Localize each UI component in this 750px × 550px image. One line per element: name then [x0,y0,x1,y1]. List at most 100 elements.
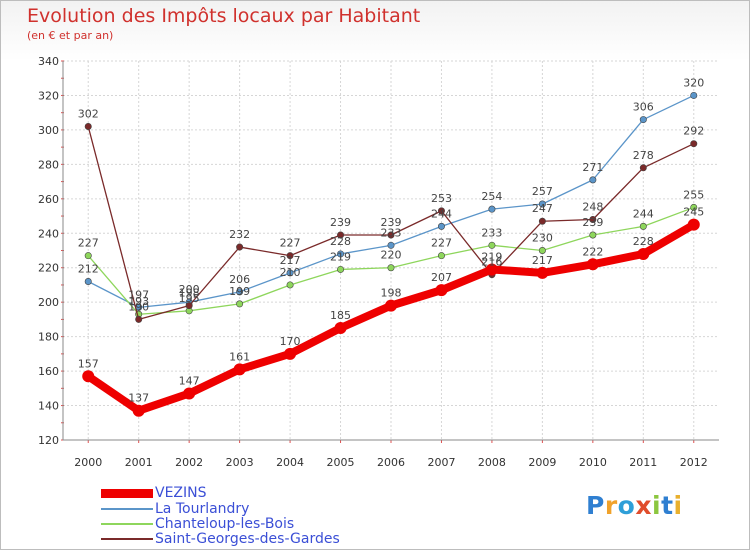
data-point-chanteloup-les-bois [639,222,647,230]
y-tick-label: 320 [38,89,59,102]
data-label-saint-georges-des-gardes: 198 [179,287,200,300]
data-point-vezins [586,258,599,271]
data-point-la-tourlandry [387,241,395,249]
data-label-saint-georges-des-gardes: 292 [683,125,704,138]
data-label-saint-georges-des-gardes: 216 [481,256,502,269]
data-label-saint-georges-des-gardes: 239 [381,216,402,229]
data-label-saint-georges-des-gardes: 232 [229,228,250,241]
legend-label: Saint-Georges-des-Gardes [155,531,340,547]
y-tick-label: 140 [38,400,59,413]
data-label-saint-georges-des-gardes: 302 [78,107,99,120]
data-label-chanteloup-les-bois: 227 [78,237,99,250]
data-label-vezins: 185 [330,309,351,322]
data-point-la-tourlandry [84,278,92,286]
data-point-chanteloup-les-bois [437,252,445,260]
data-point-saint-georges-des-gardes [185,302,193,310]
data-label-la-tourlandry: 233 [381,226,402,239]
data-point-la-tourlandry [437,222,445,230]
data-label-chanteloup-les-bois: 227 [431,237,452,250]
data-label-vezins: 198 [381,287,402,300]
proxiti-logo: Proxiti [586,491,683,520]
y-tick-label: 220 [38,262,59,275]
data-point-vezins [334,322,347,335]
data-label-chanteloup-les-bois: 195 [179,292,200,305]
legend-swatch-chanteloup-les-bois [101,523,153,525]
x-tick-label: 2010 [579,456,607,469]
data-point-vezins [183,387,196,400]
data-point-vezins [637,247,650,260]
data-point-saint-georges-des-gardes [387,231,395,239]
data-point-chanteloup-les-bois [236,300,244,308]
legend-item-chanteloup-les-bois[interactable]: Chanteloup-les-Bois [101,516,294,532]
data-point-la-tourlandry [236,288,244,296]
legend-item-saint-georges-des-gardes[interactable]: Saint-Georges-des-Gardes [101,531,340,547]
data-point-vezins [485,263,498,276]
data-label-la-tourlandry: 206 [229,273,250,286]
data-point-la-tourlandry [690,91,698,99]
data-label-saint-georges-des-gardes: 227 [280,237,301,250]
data-label-vezins: 219 [481,250,502,263]
data-point-chanteloup-les-bois [84,252,92,260]
data-label-saint-georges-des-gardes: 247 [532,202,553,215]
data-point-chanteloup-les-bois [538,247,546,255]
y-tick-label: 260 [38,193,59,206]
data-label-saint-georges-des-gardes: 239 [330,216,351,229]
data-label-la-tourlandry: 257 [532,185,553,198]
legend-item-la-tourlandry[interactable]: La Tourlandry [101,501,249,517]
data-point-chanteloup-les-bois [286,281,294,289]
data-label-chanteloup-les-bois: 233 [481,226,502,239]
x-tick-label: 2012 [680,456,708,469]
data-label-vezins: 147 [179,374,200,387]
data-point-vezins [284,347,297,360]
y-tick-label: 120 [38,434,59,447]
data-label-la-tourlandry: 200 [179,283,200,296]
data-point-saint-georges-des-gardes [84,122,92,130]
data-point-saint-georges-des-gardes [589,215,597,223]
data-label-saint-georges-des-gardes: 248 [582,200,603,213]
data-label-saint-georges-des-gardes: 278 [633,149,654,162]
legend-swatch-vezins [101,488,153,498]
x-tick-label: 2001 [125,456,153,469]
data-point-saint-georges-des-gardes [337,231,345,239]
data-label-vezins: 245 [683,206,704,219]
data-point-vezins [536,266,549,279]
data-point-chanteloup-les-bois [690,203,698,211]
y-tick-label: 180 [38,331,59,344]
data-label-chanteloup-les-bois: 255 [683,188,704,201]
x-tick-label: 2011 [629,456,657,469]
data-label-la-tourlandry: 306 [633,101,654,114]
x-tick-label: 2005 [327,456,355,469]
chart-subtitle: (en € et par an) [27,29,114,42]
chart-title: Evolution des Impôts locaux par Habitant [27,5,421,27]
data-label-vezins: 170 [280,335,301,348]
data-point-saint-georges-des-gardes [437,207,445,215]
data-point-vezins [385,299,397,312]
y-tick-label: 200 [38,296,59,309]
x-tick-label: 2004 [276,456,304,469]
x-tick-label: 2003 [226,456,254,469]
data-point-chanteloup-les-bois [337,265,345,273]
data-label-la-tourlandry: 320 [683,76,704,89]
x-tick-label: 2000 [74,456,102,469]
data-point-la-tourlandry [286,269,294,277]
data-label-chanteloup-les-bois: 239 [582,216,603,229]
data-point-vezins [233,363,246,376]
data-point-vezins [132,404,145,417]
data-point-saint-georges-des-gardes [135,315,143,323]
y-tick-label: 340 [38,55,59,68]
data-label-saint-georges-des-gardes: 190 [128,300,149,313]
legend-label: La Tourlandry [155,501,250,517]
data-label-la-tourlandry: 228 [330,235,351,248]
legend-swatch-la-tourlandry [101,508,153,510]
y-tick-label: 160 [38,365,59,378]
data-label-vezins: 228 [633,235,654,248]
x-tick-label: 2007 [427,456,455,469]
data-label-vezins: 161 [229,350,250,363]
data-point-la-tourlandry [538,200,546,208]
data-label-la-tourlandry: 271 [582,161,603,174]
data-label-la-tourlandry: 244 [431,207,452,220]
data-label-vezins: 207 [431,271,452,284]
legend-item-vezins[interactable]: VEZINS [101,485,207,501]
data-label-chanteloup-les-bois: 220 [381,249,402,262]
